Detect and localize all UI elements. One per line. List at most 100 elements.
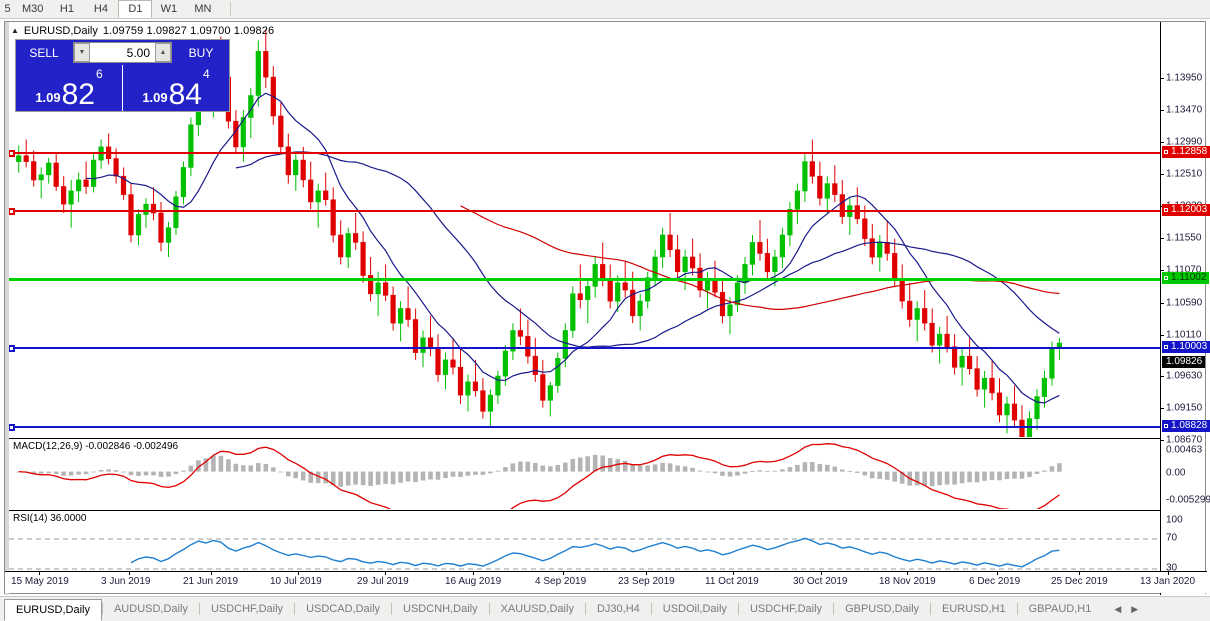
rsi-label: RSI(14) 36.0000 — [13, 513, 87, 524]
volume-stepper[interactable]: ▼ 5.00 ▲ — [73, 42, 172, 63]
tab-divider — [101, 603, 103, 615]
date-scale-label: 6 Dec 2019 — [969, 576, 1021, 587]
badge-handle-icon — [1164, 345, 1168, 349]
date-scale-label: 3 Jun 2019 — [101, 576, 151, 587]
timeframe-d1[interactable]: D1 — [118, 0, 153, 18]
date-tick — [385, 572, 386, 575]
oct-prices-row: 1.09 82 6 1.09 84 4 — [16, 65, 229, 111]
chart-ohlc-values: 1.09759 1.09827 1.09700 1.09826 — [102, 24, 275, 37]
date-tick — [563, 572, 564, 575]
price-badge-support[interactable]: 1.10003 — [1162, 341, 1210, 353]
collapse-icon[interactable]: ▲ — [11, 25, 19, 35]
price-badge-value: 1.09826 — [1166, 356, 1203, 367]
price-badge-value: 1.12003 — [1171, 204, 1208, 215]
symbol-tab-eurusd-h1[interactable]: EURUSD,H1 — [942, 603, 1006, 615]
symbol-tab-usdoil-daily[interactable]: USDOil,Daily — [662, 603, 727, 615]
date-scale-label: 30 Oct 2019 — [793, 576, 848, 587]
level-handle[interactable] — [9, 150, 15, 157]
tab-scroll-left-icon[interactable]: ◀ — [1114, 603, 1122, 614]
macd-canvas — [16, 443, 1062, 509]
date-scale-label: 29 Jul 2019 — [357, 576, 409, 587]
price-chart-canvas — [16, 29, 1062, 437]
sell-button[interactable]: SELL — [16, 40, 72, 65]
level-handle[interactable] — [9, 345, 15, 352]
timeframe-toolbar: 5 M30 H1 H4 D1 W1 MN — [0, 0, 1210, 19]
level-resistance-1[interactable] — [9, 150, 1162, 157]
price-badge-pivot[interactable]: 1.11002 — [1162, 272, 1210, 284]
price-badge-resistance[interactable]: 1.12858 — [1162, 146, 1210, 158]
tab-divider — [584, 603, 586, 615]
symbol-tab-audusd-daily[interactable]: AUDUSD,Daily — [113, 603, 188, 615]
date-tick — [1079, 572, 1080, 575]
symbol-tab-eurusd-daily[interactable]: EURUSD,Daily — [4, 599, 102, 621]
oct-controls-row: SELL ▼ 5.00 ▲ BUY — [16, 40, 229, 65]
timeframe-mn[interactable]: MN — [194, 3, 212, 15]
tab-divider — [737, 603, 739, 615]
date-scale-label: 16 Aug 2019 — [445, 576, 502, 587]
price-tick — [1161, 78, 1164, 79]
timeframe-m30[interactable]: M30 — [22, 3, 44, 15]
symbol-tab-gbpaud-h1[interactable]: GBPAUD,H1 — [1028, 603, 1092, 615]
symbol-tab-usdcnh-daily[interactable]: USDCNH,Daily — [403, 603, 478, 615]
tab-divider — [391, 603, 393, 615]
toolbar-divider — [230, 2, 232, 16]
tab-divider — [488, 603, 490, 615]
date-scale[interactable]: 15 May 2019 3 Jun 2019 21 Jun 2019 10 Jul 2… — [5, 571, 1207, 593]
level-handle[interactable] — [9, 208, 15, 215]
level-handle[interactable] — [9, 424, 15, 431]
date-tick — [646, 572, 647, 575]
price-badge-value: 1.12858 — [1171, 146, 1208, 157]
macd-scale-label: 0.00463 — [1166, 444, 1203, 456]
volume-decrease-icon[interactable]: ▼ — [74, 43, 90, 62]
level-resistance-2[interactable] — [9, 208, 1162, 215]
price-scale-label: 1.10110 — [1166, 329, 1202, 341]
badge-handle-icon — [1164, 150, 1168, 154]
buy-button[interactable]: BUY — [173, 40, 229, 65]
symbol-tab-xauusd-daily[interactable]: XAUUSD,Daily — [500, 603, 574, 615]
date-scale-label: 10 Jul 2019 — [270, 576, 322, 587]
timeframe-m5[interactable]: 5 — [4, 3, 11, 15]
timeframe-h4[interactable]: H4 — [93, 3, 108, 15]
symbol-tab-bar: EURUSD,Daily AUDUSD,Daily USDCHF,Daily USDC… — [0, 596, 1210, 621]
symbol-tab-usdchf-daily[interactable]: USDCHF,Daily — [749, 603, 823, 615]
date-tick — [1168, 572, 1169, 575]
date-scale-label: 11 Oct 2019 — [705, 576, 759, 587]
level-pivot[interactable] — [9, 278, 1162, 281]
price-tick — [1161, 110, 1164, 111]
rsi-scale-label: 30 — [1166, 562, 1178, 574]
volume-input[interactable]: 5.00 — [126, 45, 150, 60]
date-tick — [907, 572, 908, 575]
macd-scale-label: 0.00 — [1166, 467, 1186, 479]
level-support-1[interactable] — [9, 345, 1162, 352]
sell-price[interactable]: 1.09 82 6 — [16, 65, 122, 111]
price-scale-label: 1.11070 — [1166, 264, 1202, 276]
rsi-scale-label: 100 — [1166, 514, 1183, 526]
chart-symbol-label: EURUSD,Daily — [23, 24, 98, 37]
one-click-trading-panel[interactable]: SELL ▼ 5.00 ▲ BUY 1.09 82 6 1.09 84 4 — [15, 39, 230, 112]
tab-scroll-right-icon[interactable]: ▶ — [1131, 603, 1139, 614]
timeframe-h1[interactable]: H1 — [59, 3, 74, 15]
date-scale-label: 21 Jun 2019 — [183, 576, 239, 587]
sell-price-fraction: 6 — [96, 67, 103, 81]
timeframe-w1[interactable]: W1 — [160, 3, 178, 15]
symbol-tab-dj30-h4[interactable]: DJ30,H4 — [596, 603, 640, 615]
badge-handle-icon — [1164, 276, 1168, 280]
price-badge-resistance[interactable]: 1.12003 — [1162, 204, 1210, 216]
price-badge-last-price[interactable]: 1.09826 — [1162, 356, 1206, 368]
price-scale-label: 1.11550 — [1166, 232, 1202, 244]
buy-price[interactable]: 1.09 84 4 — [122, 65, 229, 111]
price-badge-value: 1.10003 — [1171, 341, 1208, 352]
price-scale-label: 1.12510 — [1166, 168, 1203, 180]
price-scale[interactable]: 1.139501.134701.129901.125101.120301.115… — [1160, 22, 1210, 595]
symbol-tab-usdchf-daily[interactable]: USDCHF,Daily — [210, 603, 284, 615]
buy-price-base: 1.09 — [142, 90, 168, 105]
price-badge-support[interactable]: 1.08828 — [1162, 420, 1210, 432]
macd-pane[interactable]: MACD(12,26,9) -0.002846 -0.002496 — [9, 438, 1162, 509]
volume-increase-icon[interactable]: ▲ — [155, 43, 171, 62]
date-tick — [473, 572, 474, 575]
level-support-2[interactable] — [9, 424, 1162, 431]
chart-symbol-header: ▲ EURUSD,Daily 1.09759 1.09827 1.09700 1… — [11, 24, 274, 37]
symbol-tab-gbpusd-daily[interactable]: GBPUSD,Daily — [845, 603, 920, 615]
symbol-tab-usdcad-daily[interactable]: USDCAD,Daily — [306, 603, 381, 615]
date-tick — [129, 572, 130, 575]
